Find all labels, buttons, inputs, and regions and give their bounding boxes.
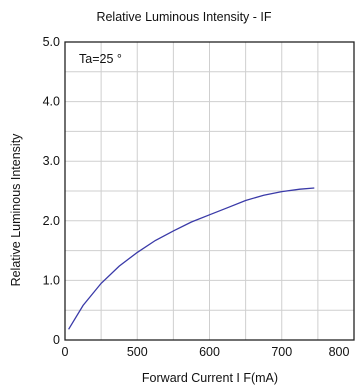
y-tick-label: 5.0 <box>43 35 60 49</box>
plot-frame <box>64 41 355 341</box>
x-axis-label: Forward Current I F(mA) <box>142 371 278 385</box>
y-tick-label: 1.0 <box>43 273 60 287</box>
y-tick-label: 0 <box>53 333 60 347</box>
chart-title: Relative Luminous Intensity - IF <box>96 10 271 24</box>
y-axis-label: Relative Luminous Intensity <box>9 133 23 287</box>
y-tick-label: 3.0 <box>43 154 60 168</box>
grid <box>65 42 354 340</box>
y-tick-label: 2.0 <box>43 214 60 228</box>
x-tick-label: 600 <box>199 345 220 359</box>
x-axis-ticks: 0 500 600 700 800 <box>62 345 350 359</box>
x-tick-label: 500 <box>127 345 148 359</box>
temperature-annotation: Ta=25 ° <box>79 52 122 66</box>
x-tick-label: 0 <box>62 345 69 359</box>
x-tick-label: 700 <box>271 345 292 359</box>
series-line <box>68 187 315 330</box>
x-tick-label: 800 <box>329 345 350 359</box>
y-tick-label: 4.0 <box>43 95 60 109</box>
y-axis-ticks: 0 1.0 2.0 3.0 4.0 5.0 <box>43 35 60 347</box>
